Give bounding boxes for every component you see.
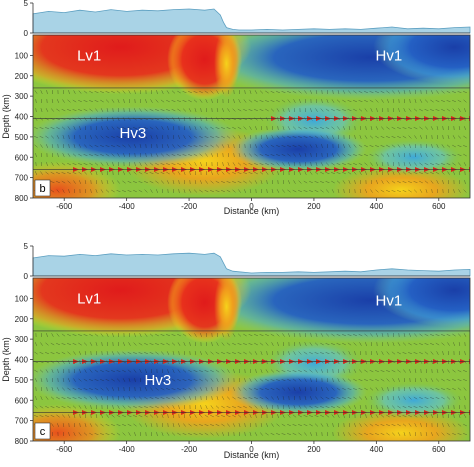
panel-b: 0 5 100 200 300 400 500 600 700 800 -600 -400 -200 0 2… [1, 0, 471, 216]
depth-tick-label: 100 [15, 294, 29, 303]
depth-tick-label: 500 [15, 376, 29, 385]
anomaly-label-lv1: Lv1 [77, 47, 101, 64]
anomaly-transition [214, 35, 240, 99]
anomaly-transition [214, 278, 240, 342]
anomaly-hv3 [33, 349, 239, 411]
panel-letter-box [34, 422, 51, 440]
distance-tick-label: -200 [181, 202, 198, 211]
anomaly-orange-deep [33, 161, 121, 198]
distance-tick-label: 0 [249, 445, 254, 454]
distance-tick-label: -200 [181, 445, 198, 454]
topography-tick-label: 0 [24, 272, 29, 281]
anomaly-label-hv1: Hv1 [375, 47, 402, 64]
anomaly-cyan-east [363, 138, 464, 176]
velocity-section [33, 278, 470, 441]
anisotropy-bars [34, 333, 467, 437]
anomaly-label-hv1: Hv1 [375, 292, 402, 309]
depth-tick-label: 700 [15, 417, 29, 426]
distance-tick-label: -400 [119, 445, 136, 454]
depth-tick-label: 200 [15, 72, 29, 81]
anisotropy-bars [34, 90, 467, 194]
topography-area [32, 252, 471, 277]
distance-tick-label: 0 [249, 202, 254, 211]
x-axis-title: Distance (km) [224, 206, 280, 216]
x-axis-title: Distance (km) [224, 450, 280, 460]
panel-letter-box [34, 179, 51, 197]
distance-tick-label: 400 [370, 445, 384, 454]
anomaly-label-hv3: Hv3 [120, 125, 147, 142]
depth-tick-label: 500 [15, 133, 29, 142]
distance-tick-label: -600 [56, 445, 73, 454]
distance-tick-label: -400 [119, 202, 136, 211]
anomaly-cyan-east [363, 381, 464, 419]
anomaly-blue-mid [229, 369, 367, 415]
depth-tick-label: 200 [15, 315, 29, 324]
y-axis-title: Depth (km) [1, 337, 11, 382]
anomaly-label-lv1: Lv1 [77, 290, 101, 307]
panel-letter: b [39, 183, 45, 195]
depth-tick-label: 400 [15, 113, 29, 122]
distance-tick-label: 400 [370, 202, 384, 211]
depth-tick-label: 600 [15, 153, 29, 162]
distance-tick-label: 600 [432, 445, 446, 454]
distance-tick-label: 600 [432, 202, 446, 211]
anomaly-hv3 [33, 106, 239, 168]
anomaly-orange-deep [33, 404, 121, 441]
anomaly-hv1-edge [373, 35, 470, 84]
depth-tick-label: 700 [15, 174, 29, 183]
anomaly-blue-mid [229, 126, 367, 172]
distance-tick-label: 200 [307, 202, 321, 211]
panel-letter: c [40, 426, 46, 438]
distance-tick-label: 200 [307, 445, 321, 454]
topography-tick-label: 5 [24, 0, 29, 8]
topography-tick-label: 0 [24, 29, 29, 38]
depth-tick-label: 100 [15, 51, 29, 60]
depth-tick-label: 600 [15, 396, 29, 405]
depth-tick-label: 300 [15, 92, 29, 101]
y-axis-title: Depth (km) [1, 94, 11, 139]
topography-area [32, 8, 471, 34]
anomaly-hv1-edge [373, 278, 470, 327]
panel-c: 0 5 100 200 300 400 500 600 700 800 -600 -400 -200 0 2… [1, 242, 471, 460]
depth-tick-label: 800 [15, 437, 29, 446]
depth-tick-label: 800 [15, 194, 29, 203]
topography-tick-label: 5 [24, 242, 29, 251]
velocity-section [33, 35, 470, 198]
depth-tick-label: 300 [15, 335, 29, 344]
distance-tick-label: -600 [56, 202, 73, 211]
depth-tick-label: 400 [15, 356, 29, 365]
anomaly-label-hv3: Hv3 [145, 372, 172, 389]
